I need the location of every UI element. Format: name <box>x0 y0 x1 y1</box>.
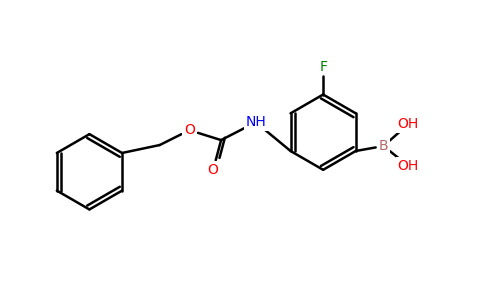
Text: F: F <box>319 60 327 74</box>
Text: OH: OH <box>398 117 419 131</box>
Text: O: O <box>184 123 195 137</box>
Text: O: O <box>208 163 219 177</box>
Text: B: B <box>378 139 388 153</box>
Text: OH: OH <box>398 159 419 173</box>
Text: NH: NH <box>245 115 266 129</box>
